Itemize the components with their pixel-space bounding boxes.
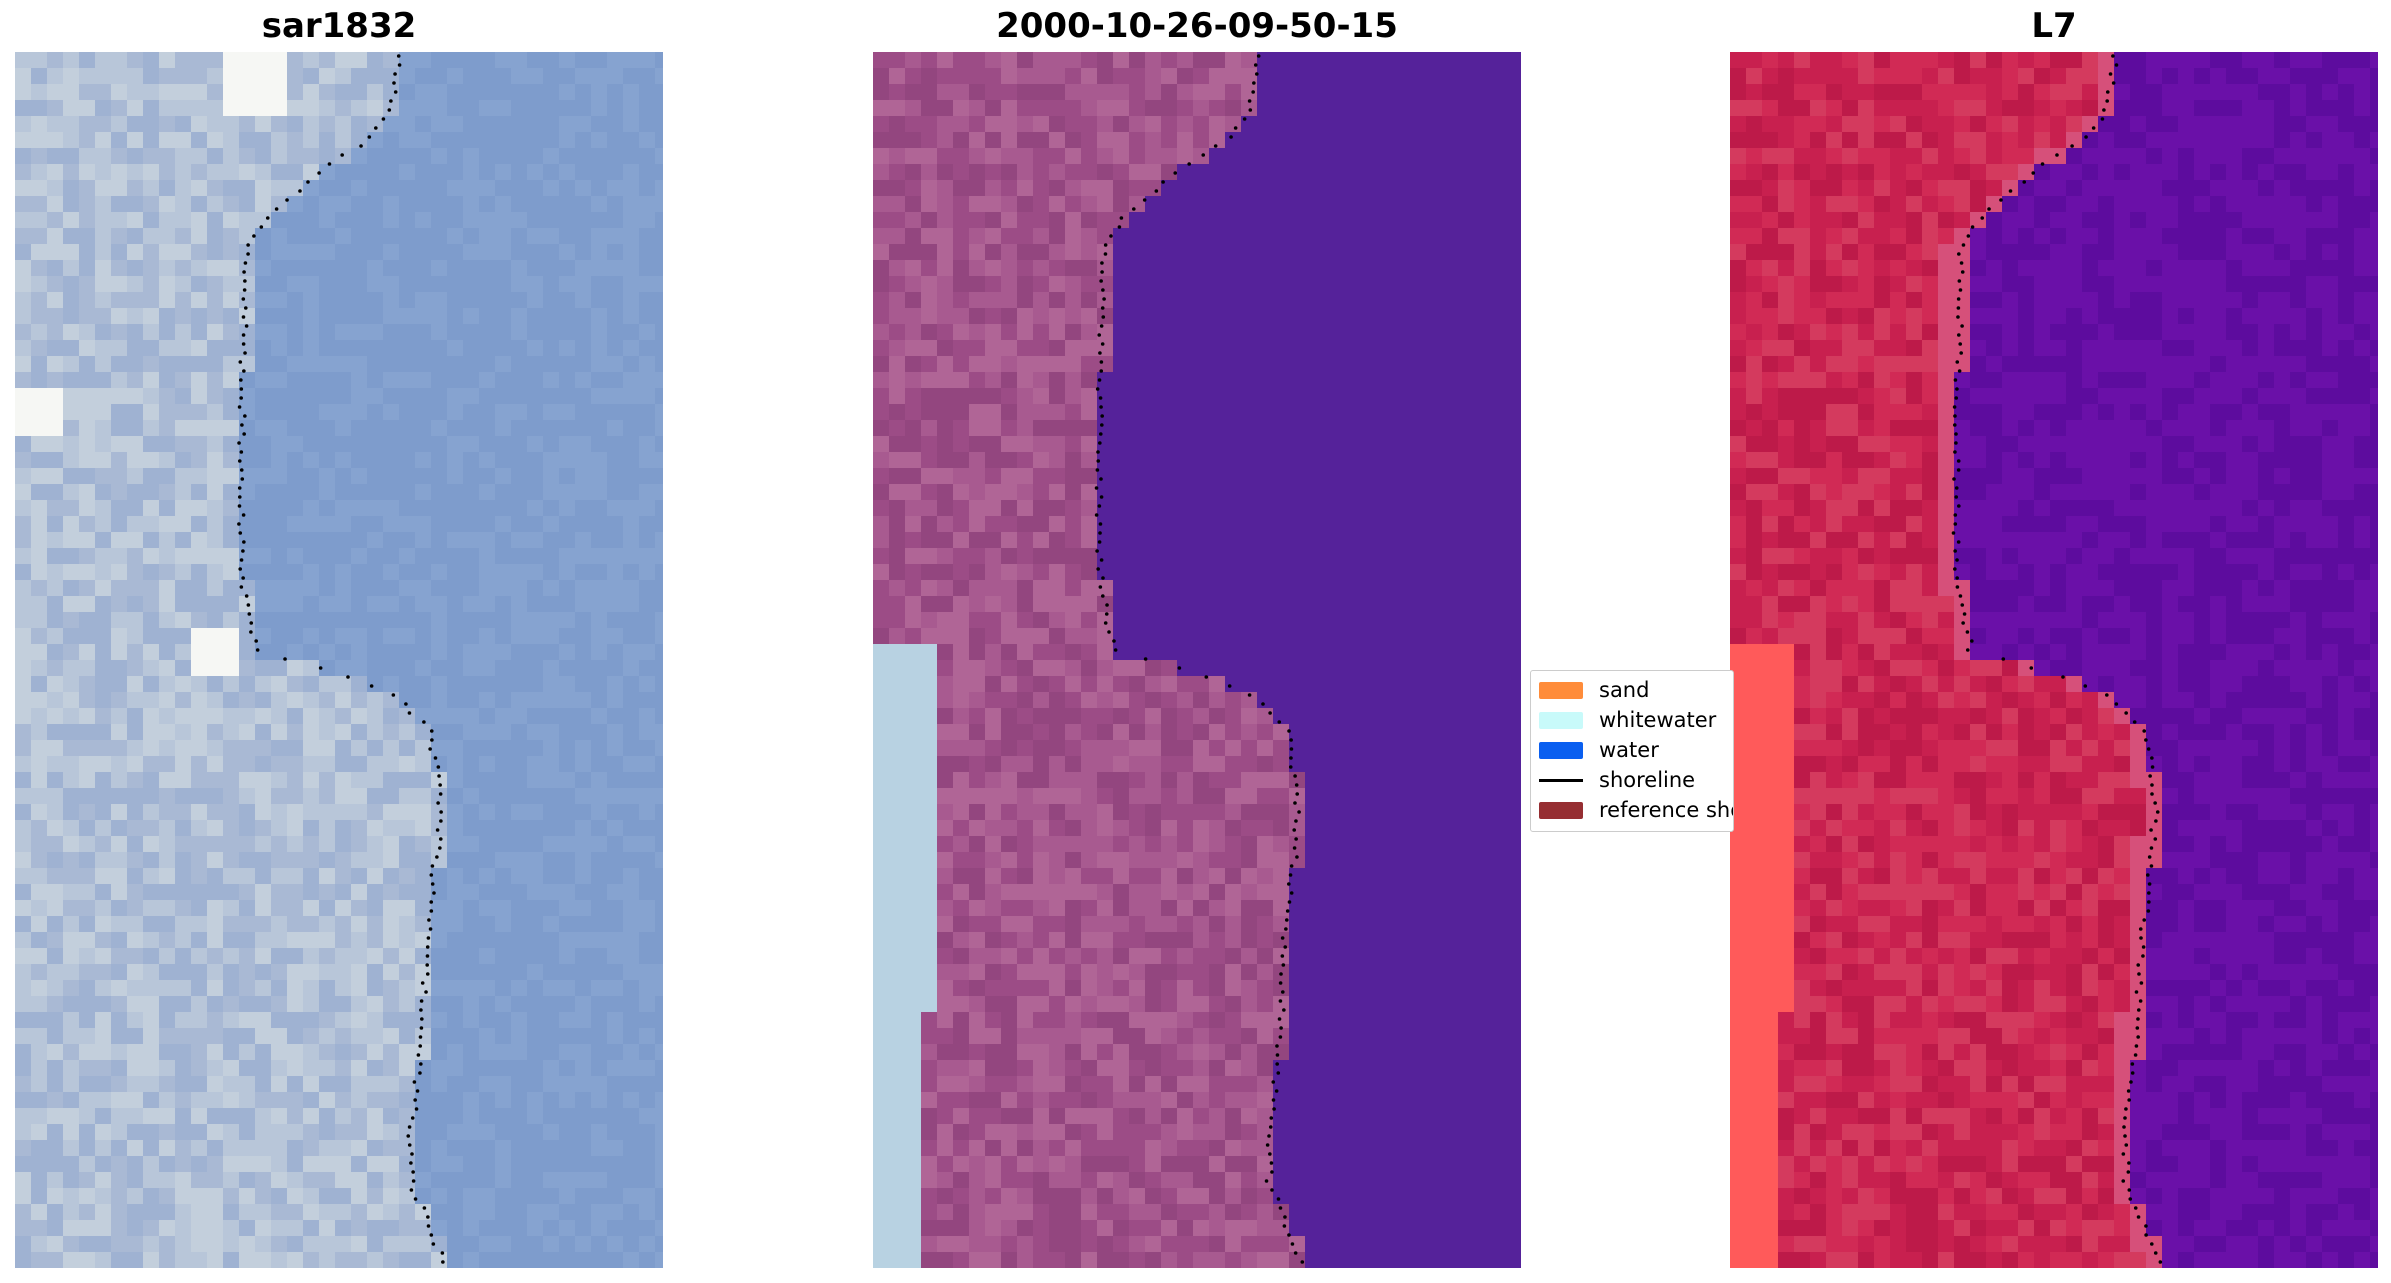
rgb-image (15, 52, 663, 1268)
legend: sand whitewater water shoreline referenc… (1530, 670, 1734, 832)
legend-label: water (1599, 738, 1659, 762)
panel-title: sar1832 (261, 6, 417, 46)
legend-item-whitewater: whitewater (1539, 707, 1716, 733)
legend-label: whitewater (1599, 708, 1717, 732)
legend-label: reference shoreline (1599, 798, 1733, 822)
legend-item-shoreline: shoreline (1539, 767, 1695, 793)
legend-swatch-reference-shoreline (1539, 801, 1583, 819)
legend-swatch-sand (1539, 681, 1583, 699)
shoreline-points (1951, 54, 2163, 1264)
index-image (1730, 52, 2378, 1268)
legend-item-water: water (1539, 737, 1659, 763)
panel-title: 2000-10-26-09-50-15 (996, 6, 1398, 46)
legend-swatch-whitewater (1539, 711, 1583, 729)
panel-title: L7 (2031, 6, 2077, 46)
shoreline-points (237, 54, 445, 1264)
legend-label: shoreline (1599, 768, 1696, 792)
legend-item-sand: sand (1539, 677, 1649, 703)
legend-swatch-water (1539, 741, 1583, 759)
classified-image (873, 52, 1521, 1268)
shoreline-points (1094, 54, 1305, 1264)
legend-item-reference-shoreline: reference shoreline (1539, 797, 1733, 823)
legend-label: sand (1599, 678, 1650, 702)
legend-swatch-shoreline (1539, 778, 1583, 782)
